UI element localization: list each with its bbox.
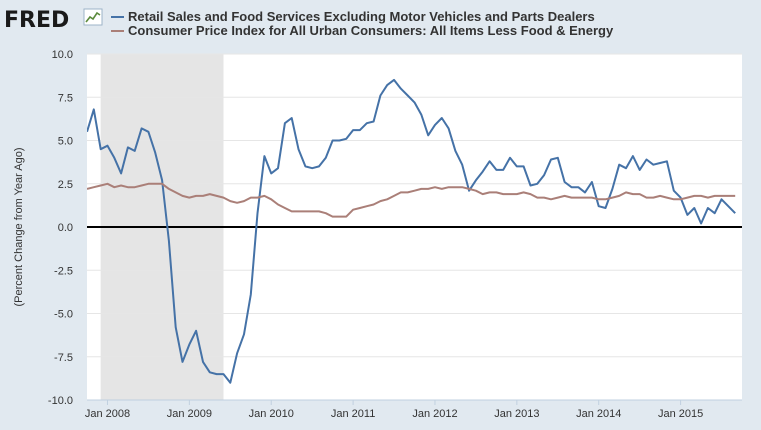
y-tick-label: 5.0: [58, 136, 73, 148]
x-tick-label: Jan 2011: [331, 408, 375, 420]
y-tick-label: -7.5: [54, 352, 73, 364]
legend-entry-1: Retail Sales and Food Services Excluding…: [128, 9, 595, 24]
line-chart-icon: [83, 8, 103, 26]
y-tick-label: -10.0: [48, 395, 73, 407]
fred-logo-text: FRED: [4, 8, 69, 33]
y-tick-label: 7.5: [58, 92, 73, 104]
y-tick-label: 0.0: [58, 222, 73, 234]
x-tick-label: Jan 2009: [167, 408, 212, 420]
y-tick-label: 10.0: [52, 49, 73, 61]
legend-entry-2: Consumer Price Index for All Urban Consu…: [128, 23, 614, 38]
fred-logo[interactable]: FRED: [4, 8, 103, 33]
y-tick-label: 2.5: [58, 179, 73, 191]
series-line-2: [87, 182, 736, 218]
chart-legend: Retail Sales and Food Services Excluding…: [111, 9, 614, 38]
x-axis: Jan 2008 Jan 2009 Jan 2010 Jan 2011 Jan 2012…: [85, 399, 742, 420]
y-axis-label: (Percent Change from Year Ago): [13, 148, 25, 307]
series-layer: [87, 78, 736, 384]
x-tick-label: Jan 2015: [658, 408, 703, 420]
x-tick-label: Jan 2014: [576, 408, 621, 420]
x-tick-label: Jan 2013: [494, 408, 539, 420]
y-tick-label: -5.0: [54, 309, 73, 321]
y-tick-label: -2.5: [54, 265, 73, 277]
x-tick-label: Jan 2012: [412, 408, 457, 420]
y-axis: 10.0 7.5 5.0 2.5 0.0 -2.5 -5.0 -7.5 -10.0: [48, 49, 73, 407]
series-line-1: [87, 78, 736, 384]
x-tick-label: Jan 2008: [85, 408, 130, 420]
x-tick-label: Jan 2010: [249, 408, 294, 420]
